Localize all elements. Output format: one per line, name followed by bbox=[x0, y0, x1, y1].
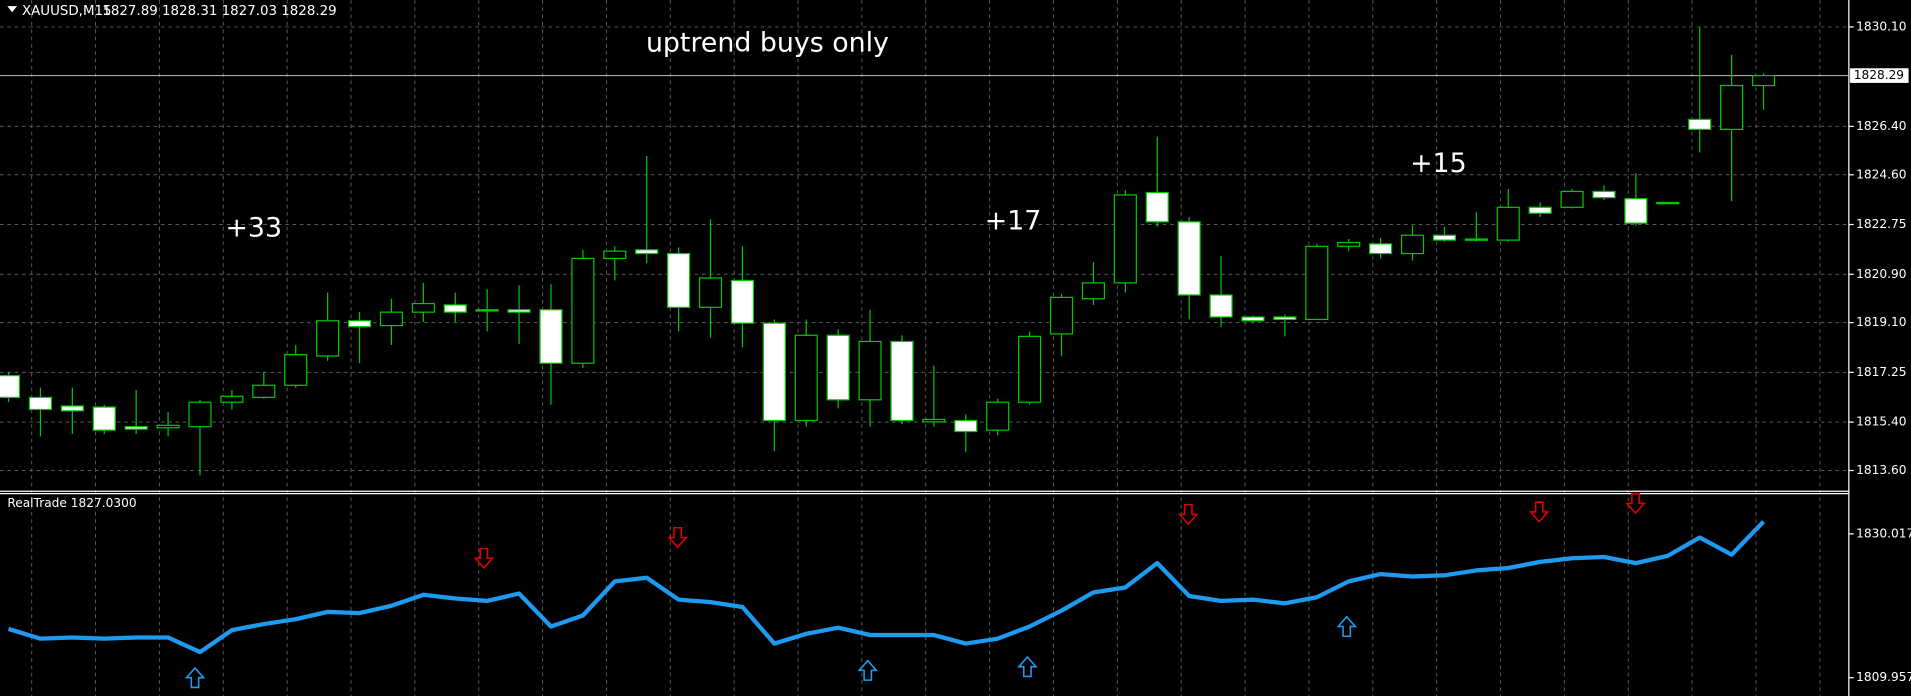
candle-body bbox=[922, 418, 946, 423]
candle-body bbox=[571, 257, 595, 364]
candle-body bbox=[1400, 234, 1425, 255]
annotation: uptrend buys only bbox=[646, 27, 889, 58]
annotation: +33 bbox=[225, 213, 282, 244]
candle-body bbox=[730, 279, 755, 324]
candle-body bbox=[1018, 335, 1042, 403]
candle-body bbox=[347, 320, 372, 328]
sell-arrow bbox=[1625, 492, 1646, 515]
candle-body bbox=[1337, 241, 1361, 247]
candle-body bbox=[986, 401, 1010, 431]
sell-arrow bbox=[667, 526, 688, 549]
y-tick-label: 1824.60 bbox=[1856, 167, 1906, 181]
candle-body bbox=[379, 311, 404, 327]
candle-body bbox=[1751, 74, 1776, 87]
candle-body bbox=[794, 334, 818, 422]
candle-body bbox=[1688, 118, 1712, 130]
candle-body bbox=[475, 309, 499, 312]
candle-body bbox=[507, 309, 531, 313]
candle-body bbox=[60, 405, 84, 412]
candle-body bbox=[635, 249, 659, 255]
candle-body bbox=[1369, 243, 1393, 255]
y-tick-label: 1826.40 bbox=[1856, 119, 1906, 133]
buy-arrow bbox=[1017, 655, 1038, 678]
candle-body bbox=[1592, 190, 1616, 199]
y-tick-label: 1813.60 bbox=[1856, 463, 1906, 477]
candle-body bbox=[1305, 245, 1329, 321]
candle-body bbox=[1432, 234, 1457, 241]
candle-body bbox=[1081, 282, 1106, 300]
candle-body bbox=[667, 252, 691, 308]
candle-body bbox=[316, 320, 340, 357]
candle-body bbox=[539, 309, 563, 364]
y2-tick-label: 1830.017 bbox=[1856, 526, 1911, 540]
candle-body bbox=[890, 340, 914, 422]
candle-body bbox=[1528, 206, 1552, 214]
candle-body bbox=[1145, 191, 1169, 223]
buy-arrow bbox=[184, 666, 206, 689]
candle-body bbox=[124, 426, 148, 430]
candle-body bbox=[603, 250, 627, 260]
candle-body bbox=[698, 277, 723, 308]
candle-body bbox=[1624, 198, 1648, 224]
price-label: 1828.29 bbox=[1854, 68, 1904, 82]
candle-body bbox=[1720, 84, 1744, 130]
candle-body bbox=[411, 302, 435, 313]
candle-body bbox=[188, 401, 212, 428]
candle-body bbox=[28, 396, 53, 411]
y-tick-label: 1817.25 bbox=[1856, 365, 1906, 379]
candle-body bbox=[826, 334, 850, 401]
y2-tick-label: 1809.957 bbox=[1856, 670, 1911, 684]
menu-triangle[interactable] bbox=[7, 6, 18, 13]
sell-arrow bbox=[1529, 501, 1550, 523]
candle-body bbox=[1273, 316, 1297, 321]
candle-body bbox=[1177, 221, 1201, 296]
candle-body bbox=[762, 322, 786, 422]
candle-body bbox=[858, 340, 882, 401]
y-tick-label: 1830.10 bbox=[1856, 19, 1906, 33]
candle-body bbox=[284, 354, 308, 386]
sell-arrow bbox=[473, 547, 495, 570]
candle-body bbox=[1464, 238, 1488, 241]
y-tick-label: 1822.75 bbox=[1856, 217, 1906, 231]
candle-body bbox=[156, 424, 180, 429]
candle-body bbox=[1113, 194, 1137, 284]
candle-body bbox=[220, 395, 244, 403]
annotation: +15 bbox=[1410, 148, 1467, 179]
y-tick-label: 1819.10 bbox=[1856, 315, 1906, 329]
candle-body bbox=[1496, 206, 1520, 241]
candle-body bbox=[1049, 296, 1074, 335]
y-tick-label: 1820.90 bbox=[1856, 267, 1906, 281]
y-tick-label: 1815.40 bbox=[1856, 415, 1906, 429]
candle-body bbox=[1209, 294, 1233, 318]
buy-arrow bbox=[1336, 615, 1357, 638]
annotation: +17 bbox=[985, 205, 1042, 236]
grid bbox=[0, 0, 1849, 696]
signal-arrows bbox=[184, 492, 1646, 689]
candle-body bbox=[1560, 190, 1584, 208]
candle-body bbox=[252, 384, 276, 398]
candle-body bbox=[0, 374, 21, 398]
candle-body bbox=[443, 304, 467, 313]
indicator-name: RealTrade 1827.0300 bbox=[7, 496, 136, 510]
candle-body bbox=[954, 419, 978, 433]
price-label-box bbox=[1850, 68, 1909, 83]
buy-arrow bbox=[857, 659, 879, 681]
symbol-title: XAUUSD,M15 bbox=[22, 4, 112, 19]
candle-body bbox=[1656, 201, 1680, 205]
candle-body bbox=[1241, 316, 1265, 322]
candle-body bbox=[92, 406, 116, 431]
ohlc-label: 1827.89 1828.31 1827.03 1828.29 bbox=[102, 4, 336, 19]
sell-arrow bbox=[1178, 503, 1199, 526]
indicator-line bbox=[7, 520, 1766, 655]
